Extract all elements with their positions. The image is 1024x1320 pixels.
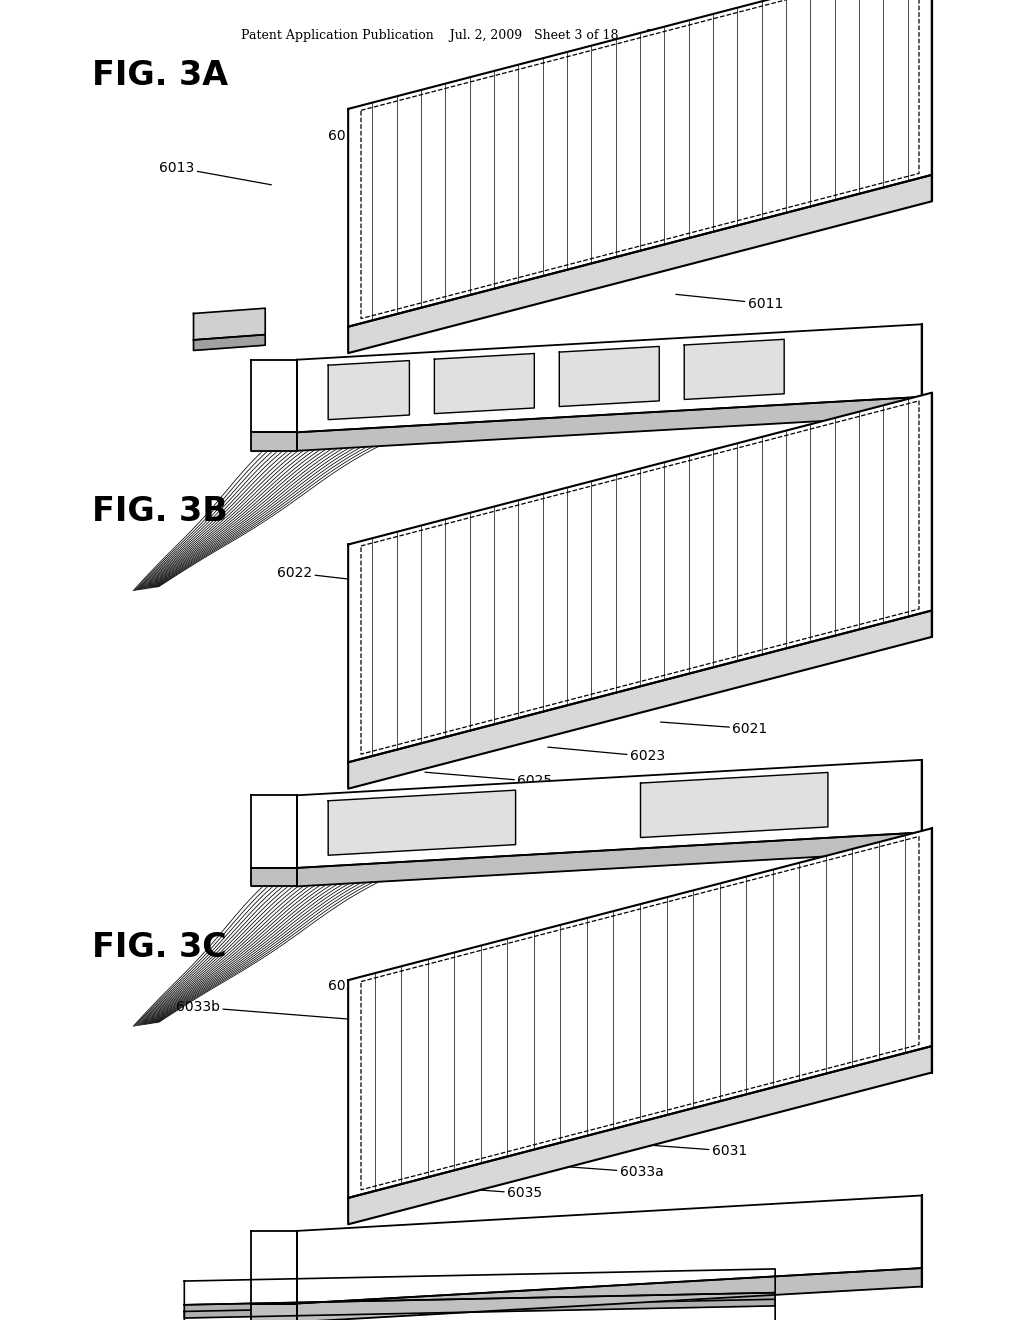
Text: FIG. 3B: FIG. 3B — [92, 495, 228, 528]
Polygon shape — [348, 829, 932, 1199]
Polygon shape — [348, 176, 932, 354]
Text: 6015: 6015 — [404, 378, 516, 403]
Text: 6021: 6021 — [660, 722, 767, 735]
Polygon shape — [297, 1269, 922, 1320]
Polygon shape — [348, 0, 932, 327]
Text: 6022: 6022 — [278, 566, 410, 586]
Text: 6023: 6023 — [548, 747, 665, 763]
Text: 6035: 6035 — [415, 1185, 542, 1200]
Text: 6032: 6032 — [329, 979, 466, 1003]
Text: 6013: 6013 — [160, 161, 271, 185]
Polygon shape — [194, 335, 265, 351]
Polygon shape — [559, 346, 659, 407]
Polygon shape — [297, 760, 922, 869]
Polygon shape — [251, 1230, 297, 1304]
Text: 6012: 6012 — [329, 129, 471, 165]
Polygon shape — [328, 791, 515, 855]
Text: 6033b: 6033b — [176, 1001, 348, 1019]
Polygon shape — [297, 833, 922, 887]
Polygon shape — [297, 397, 922, 451]
Polygon shape — [184, 1269, 775, 1304]
Polygon shape — [348, 610, 932, 789]
Polygon shape — [184, 1292, 775, 1317]
Polygon shape — [297, 325, 922, 433]
Polygon shape — [348, 393, 932, 763]
Polygon shape — [251, 1304, 297, 1320]
Text: 6031: 6031 — [640, 1144, 746, 1158]
Text: 6011: 6011 — [676, 294, 783, 310]
Polygon shape — [251, 795, 297, 869]
Polygon shape — [251, 433, 297, 451]
Polygon shape — [434, 354, 535, 413]
Text: FIG. 3A: FIG. 3A — [92, 59, 228, 92]
Polygon shape — [348, 1045, 932, 1225]
Text: 6025: 6025 — [425, 772, 552, 788]
Polygon shape — [194, 309, 265, 341]
Polygon shape — [251, 869, 297, 887]
Text: Patent Application Publication    Jul. 2, 2009   Sheet 3 of 18       US 2009/016: Patent Application Publication Jul. 2, 2… — [242, 29, 782, 42]
Text: FIG. 3C: FIG. 3C — [92, 931, 227, 964]
Polygon shape — [684, 339, 784, 400]
Polygon shape — [328, 360, 410, 420]
Polygon shape — [297, 1196, 922, 1304]
Polygon shape — [184, 1299, 775, 1320]
Polygon shape — [641, 772, 827, 837]
Text: 6033a: 6033a — [532, 1164, 664, 1179]
Polygon shape — [251, 360, 297, 433]
